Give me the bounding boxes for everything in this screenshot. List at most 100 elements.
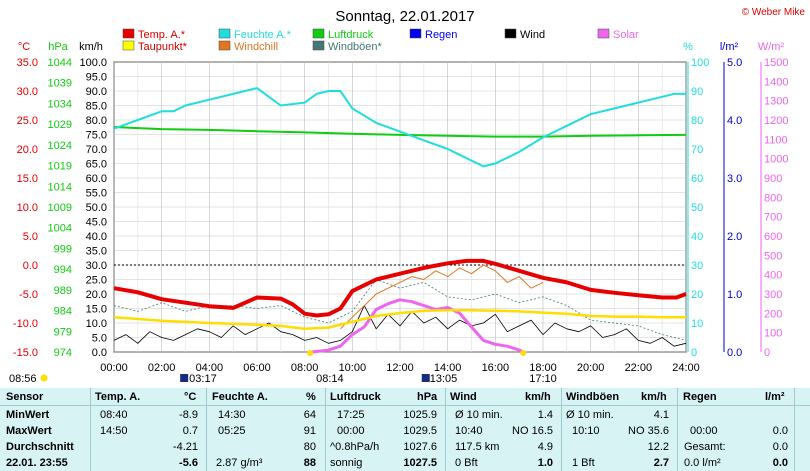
solar-tick-label: 500: [764, 250, 782, 262]
wind-tick-label: 30.0: [86, 260, 107, 272]
solar-tick-label: 900: [764, 173, 782, 185]
pressure-tick-label: 1029: [48, 119, 72, 131]
header-wind-unit: km/h: [525, 391, 551, 403]
wind-tick-label: 85.0: [86, 101, 107, 113]
weather-state: sonnig: [330, 457, 363, 469]
solar-tick-label: 400: [764, 270, 782, 282]
wind-tick-label: 0.0: [92, 347, 107, 359]
pressure-time: 17:25: [337, 409, 365, 421]
sun-time-label: 08:14: [316, 373, 344, 385]
sun-marker: [307, 350, 314, 356]
temp-value: 0.7: [182, 425, 198, 437]
series-line-taupunkt: [113, 308, 686, 331]
moon-icon: [180, 374, 189, 382]
wind-value: 1.4: [537, 409, 553, 421]
gust-value: 4.1: [653, 409, 669, 421]
wind-tick-label: 80.0: [86, 115, 107, 127]
legend-label: Windböen*: [328, 41, 383, 53]
rain-current: 0.0 l/m²: [684, 457, 721, 469]
wind-tick-label: 55.0: [86, 188, 107, 200]
temp-tick-label: -5.0: [19, 289, 38, 301]
x-tick-label: 04:00: [196, 362, 224, 374]
solar-tick-label: 200: [764, 308, 782, 320]
credit-text: © Weber Mike: [742, 7, 806, 18]
wind-tick-label: 75.0: [86, 130, 107, 142]
rain-tick-label: 0.0: [727, 347, 742, 359]
humidity-tick-label: 30: [691, 260, 703, 272]
rain-time: 00:00: [690, 425, 718, 437]
sun-marker: [520, 350, 527, 356]
sun-icon: [40, 374, 48, 382]
legend-swatch: [122, 40, 135, 51]
temp-tick-label: 0.0: [23, 260, 38, 272]
x-tick-label: 08:00: [291, 362, 319, 374]
pressure-value: 1027.6: [403, 441, 437, 453]
humidity-value: 64: [303, 409, 316, 421]
x-tick-label: 22:00: [625, 362, 653, 374]
wind-value: 1.0: [537, 457, 553, 469]
row-label: 22.01. 23:55: [6, 457, 68, 469]
solar-tick-label: 300: [764, 289, 782, 301]
series-line-solar: [311, 298, 525, 354]
pressure-tick-label: 974: [54, 347, 72, 359]
humidity-time: 14:30: [218, 409, 246, 421]
moonrise-time: 13:05: [430, 373, 458, 385]
column-divider: [325, 388, 326, 471]
legend-label: Luftdruck: [328, 29, 374, 41]
row-label: Durchschnitt: [6, 441, 74, 453]
column-divider: [90, 388, 91, 471]
temp-tick-label: 25.0: [17, 115, 38, 127]
header-sensor: Sensor: [6, 391, 44, 403]
pressure-tick-label: 994: [54, 264, 72, 276]
rain-tick-label: 5.0: [727, 57, 742, 69]
pressure-tick-label: 1004: [48, 223, 72, 235]
wind-tick-label: 70.0: [86, 144, 107, 156]
pressure-value: 1029.5: [403, 425, 437, 437]
wind-tick-label: 25.0: [86, 275, 107, 287]
wind-beaufort: 0 Bft: [455, 457, 478, 469]
chart-title: Sonntag, 22.01.2017: [335, 8, 474, 25]
legend-label: Temp. A.*: [138, 29, 186, 41]
x-tick-label: 14:00: [434, 362, 462, 374]
temp-tick-label: -15.0: [13, 347, 38, 359]
humidity-tick-label: 40: [691, 231, 703, 243]
temp-tick-label: 15.0: [17, 173, 38, 185]
humidity-tick-label: 80: [691, 115, 703, 127]
rain-value: 0.0: [772, 441, 788, 453]
legend: Temp. A.* Feuchte A.* Luftdruck Regen Wind So…: [122, 28, 639, 53]
header-temp-unit: °C: [184, 391, 197, 403]
temp-tick-label: 10.0: [17, 202, 38, 214]
wind-tick-label: 35.0: [86, 246, 107, 258]
temp-tick-label: 5.0: [23, 231, 38, 243]
legend-label: Solar: [613, 29, 639, 41]
temp-tick-label: -10.0: [13, 318, 38, 330]
legend-swatch: [122, 28, 135, 39]
x-tick-label: 02:00: [148, 362, 176, 374]
x-tick-label: 24:00: [672, 362, 700, 374]
wind-tick-label: 90.0: [86, 86, 107, 98]
day-length: 08:56: [9, 373, 37, 385]
axis-unit-humidity: %: [683, 41, 693, 53]
gust-time: Ø 10 min.: [566, 409, 614, 421]
solar-tick-label: 1000: [764, 154, 788, 166]
pressure-tick-label: 1039: [48, 78, 72, 90]
pressure-tick-label: 1014: [48, 181, 72, 193]
axes: °C hPa km/h% l/m² W/m² 35.0 30.0 25.0 20.0 15.0 10…: [13, 41, 789, 374]
gust-value: 2.7: [653, 457, 669, 469]
x-tick-label: 00:00: [100, 362, 128, 374]
pressure-tick-label: 1024: [48, 140, 72, 152]
wind-tick-label: 15.0: [86, 304, 107, 316]
wind-distance: 117.5 km: [455, 441, 500, 453]
column-divider: [445, 388, 446, 471]
axis-unit-rain: l/m²: [720, 41, 739, 53]
legend-label: Feuchte A.*: [234, 29, 292, 41]
pressure-value: 1025.9: [403, 409, 437, 421]
series-line-temp-a: [113, 258, 687, 318]
table-header: [0, 388, 810, 406]
x-tick-label: 18:00: [529, 362, 557, 374]
x-tick-label: 20:00: [577, 362, 605, 374]
stats-table: Sensor Temp. A. °C Feuchte A. % Luftdruc…: [0, 388, 810, 471]
humidity-value: 88: [303, 457, 316, 469]
absolute-humidity: 2.87 g/m³: [216, 457, 263, 469]
wind-tick-label: 45.0: [86, 217, 107, 229]
